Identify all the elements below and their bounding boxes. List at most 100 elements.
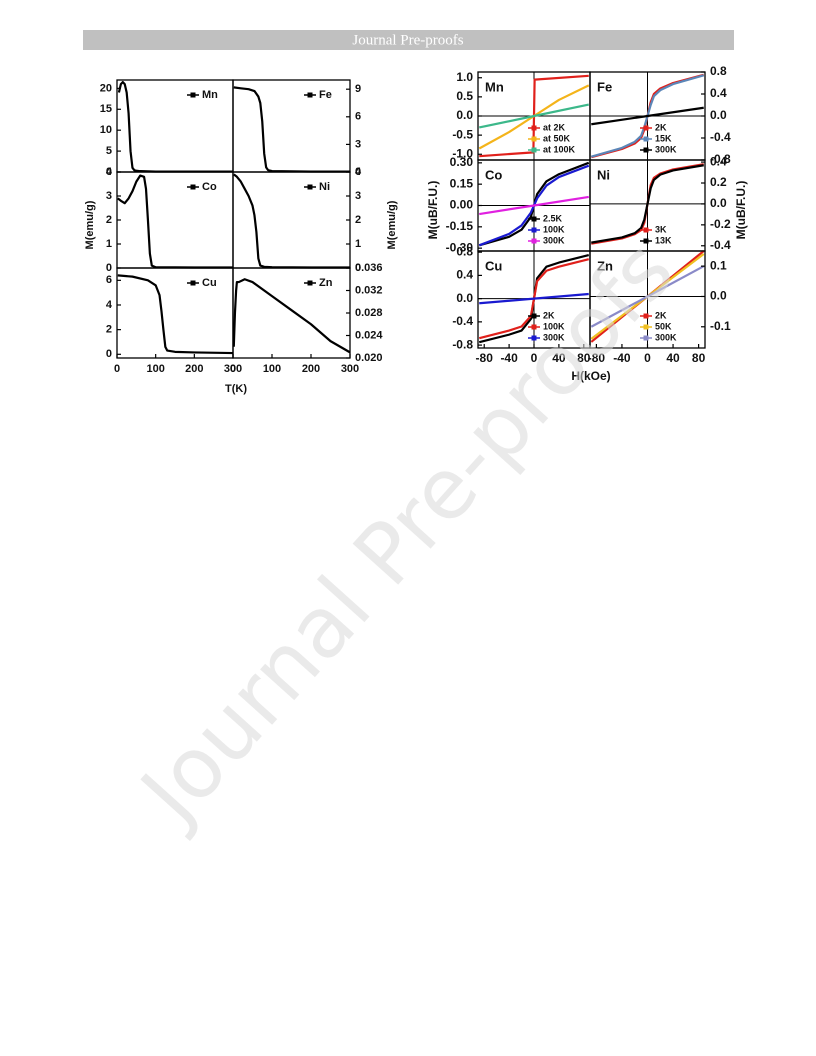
- y-tick-label: 0: [106, 262, 112, 274]
- y-tick-label: 0: [355, 166, 361, 178]
- y-tick-label: -0.5: [452, 127, 473, 141]
- series-line: [117, 174, 233, 269]
- y-tick-label: 0.8: [456, 244, 473, 258]
- x-tick-label: -80: [588, 351, 606, 365]
- y-tick-label: 0.15: [450, 176, 474, 190]
- x-tick-label: 200: [302, 363, 320, 375]
- x-tick-label: -40: [500, 351, 518, 365]
- y-tick-label: -0.1: [710, 319, 731, 333]
- legend-label: 50K: [655, 321, 672, 331]
- legend-marker: [531, 136, 537, 142]
- y-tick-label: 0.1: [710, 258, 727, 272]
- series-line: [232, 278, 351, 354]
- legend-marker: [643, 324, 649, 330]
- y-tick-label: -0.30: [446, 240, 474, 254]
- y-tick-label: 0.028: [355, 307, 383, 319]
- legend-label: at 50K: [543, 133, 571, 143]
- y-tick-label: 4: [355, 166, 362, 178]
- y-tick-label: 15: [100, 103, 112, 115]
- y-tick-label: 0.0: [456, 108, 473, 122]
- y-tick-label: 0.020: [355, 352, 383, 364]
- y-axis-label: M(uB/F.U.): [734, 181, 748, 240]
- y-tick-label: 9: [355, 83, 361, 95]
- y-tick-label: 0.30: [450, 155, 474, 169]
- y-tick-label: 0.5: [456, 89, 473, 103]
- x-tick-label: 0: [644, 351, 651, 365]
- y-tick-label: -0.8: [710, 152, 731, 166]
- y-tick-label: -0.4: [710, 238, 731, 252]
- legend-marker: [643, 125, 649, 131]
- legend-label: 300K: [543, 235, 565, 245]
- legend-label: Zn: [319, 277, 333, 289]
- y-tick-label: 4: [106, 299, 113, 311]
- legend-label: Cu: [202, 277, 217, 289]
- x-tick-label: 0: [114, 363, 120, 375]
- panel-label: Co: [485, 167, 502, 182]
- legend-marker: [307, 92, 313, 98]
- y-tick-label: 3: [355, 190, 361, 202]
- legend-label: 2.5K: [543, 213, 563, 223]
- legend-marker: [190, 184, 196, 190]
- legend-label: Co: [202, 181, 217, 193]
- legend-marker: [531, 227, 537, 233]
- y-tick-label: 0.0: [710, 196, 727, 210]
- legend-label: Fe: [319, 89, 332, 101]
- y-tick-label: 0.024: [355, 329, 383, 341]
- y-tick-label: 2: [106, 324, 112, 336]
- x-tick-label: 100: [263, 363, 281, 375]
- legend-marker: [190, 92, 196, 98]
- y-tick-label: 0.0: [710, 108, 727, 122]
- y-tick-label: 1: [355, 238, 361, 250]
- y-tick-label: 2: [106, 214, 112, 226]
- x-tick-label: 300: [224, 363, 242, 375]
- y-tick-label: 3: [355, 138, 361, 150]
- x-tick-label: 200: [185, 363, 203, 375]
- legend-label: 300K: [543, 332, 565, 342]
- y-tick-label: 6: [106, 274, 112, 286]
- series-line: [479, 103, 589, 129]
- y-tick-label: 0: [106, 166, 112, 178]
- legend-label: Mn: [202, 89, 218, 101]
- legend-label: 2K: [543, 310, 555, 320]
- panel-label: Zn: [597, 258, 613, 273]
- legend-marker: [643, 335, 649, 341]
- panel-label: Cu: [485, 258, 502, 273]
- series-line: [479, 195, 589, 216]
- legend-marker: [643, 147, 649, 153]
- legend-marker: [531, 125, 537, 131]
- series-line: [590, 265, 705, 328]
- legend-label: 100K: [543, 321, 565, 331]
- legend-marker: [531, 335, 537, 341]
- legend-marker: [531, 216, 537, 222]
- y-tick-label: 2: [355, 214, 361, 226]
- panel-label: Ni: [597, 167, 610, 182]
- y-tick-label: 0.032: [355, 284, 383, 296]
- series-line: [591, 106, 704, 126]
- y-tick-label: -0.15: [446, 219, 474, 233]
- y-tick-label: 0.4: [710, 86, 727, 100]
- y-tick-label: -0.8: [452, 337, 473, 351]
- x-axis-label: H(kOe): [571, 369, 610, 383]
- legend-label: 2K: [655, 310, 667, 320]
- legend-label: 13K: [655, 235, 672, 245]
- legend-label: 300K: [655, 144, 677, 154]
- x-tick-label: 300: [341, 363, 359, 375]
- x-axis-label: T(K): [225, 383, 247, 395]
- series-line: [117, 274, 234, 355]
- y-tick-label: 0: [355, 262, 361, 274]
- legend-marker: [531, 313, 537, 319]
- y-tick-label: 1.0: [456, 70, 473, 84]
- legend-label: 2K: [655, 122, 667, 132]
- legend-label: 100K: [543, 224, 565, 234]
- legend-marker: [643, 238, 649, 244]
- x-tick-label: -40: [613, 351, 631, 365]
- series-line: [479, 292, 589, 305]
- y-tick-label: 1: [106, 238, 112, 250]
- legend-marker: [531, 147, 537, 153]
- x-tick-label: 80: [692, 351, 706, 365]
- y-tick-label: 0.4: [456, 268, 473, 282]
- x-tick-label: 100: [146, 363, 164, 375]
- y-tick-label: 5: [106, 145, 112, 157]
- series-line: [591, 164, 704, 244]
